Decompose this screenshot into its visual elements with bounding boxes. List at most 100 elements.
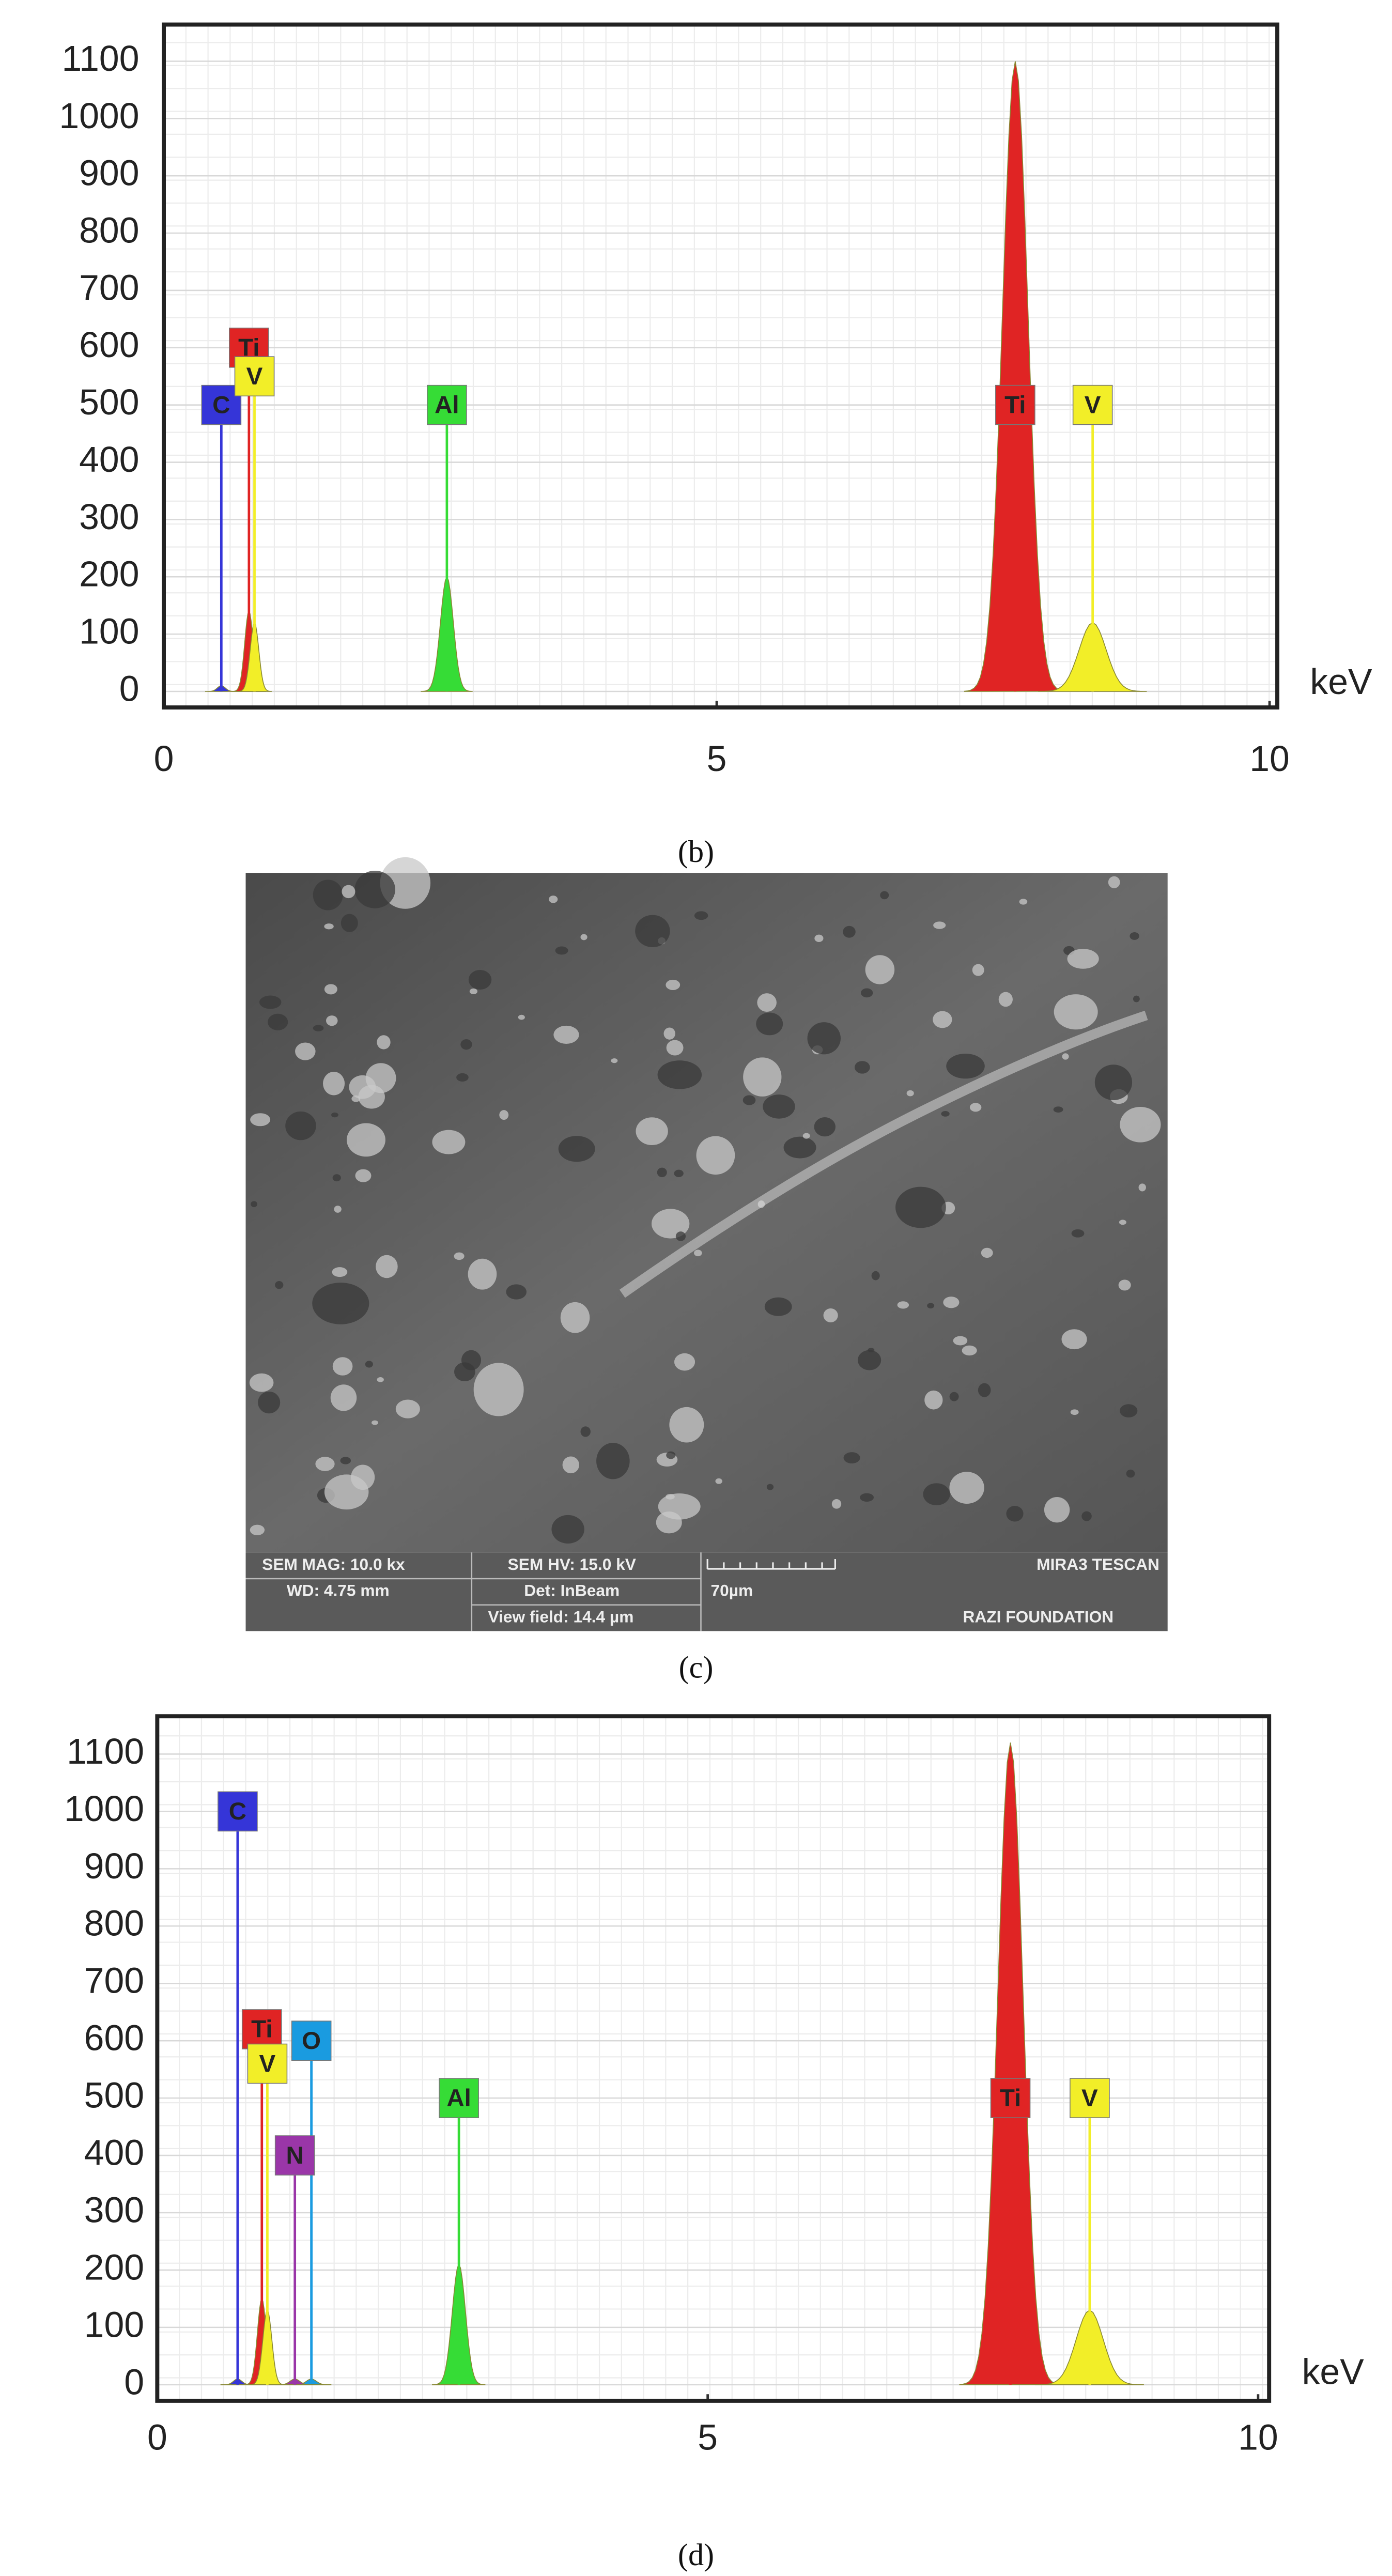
particle [259, 995, 282, 1009]
particle [1138, 1183, 1146, 1192]
particle [275, 1281, 284, 1289]
x-tick-label: 0 [147, 2417, 167, 2457]
label-box [1072, 384, 1113, 425]
particle [933, 1011, 952, 1028]
spectrum-chart: 0 100 200 300 400 500 600 700 800 900 1000 1100 0 5 10… [59, 22, 1372, 779]
particle [757, 993, 777, 1012]
particle [365, 1361, 373, 1368]
particle [460, 1039, 472, 1050]
particle [674, 1169, 684, 1177]
peak-label: Ti [1000, 2085, 1021, 2112]
label-box [427, 384, 467, 425]
particle [858, 1350, 881, 1370]
particle [651, 1209, 690, 1239]
particle [764, 1297, 792, 1316]
y-tick-label: 600 [79, 325, 139, 365]
particle [694, 911, 708, 920]
particle [468, 969, 492, 990]
peak-label: Al [435, 391, 459, 419]
label-box [1070, 2078, 1110, 2118]
particle [549, 896, 558, 903]
particle [342, 885, 355, 899]
label-box [247, 2043, 288, 2084]
particle [469, 988, 478, 995]
particle [456, 1073, 469, 1082]
peak-label: C [229, 1798, 246, 1825]
particle [831, 1499, 842, 1509]
y-tick-label: 400 [84, 2132, 144, 2172]
particle [315, 1457, 335, 1471]
y-tick-label: 500 [79, 382, 139, 422]
particle [555, 946, 568, 955]
particle [461, 1350, 482, 1370]
particle [332, 1267, 348, 1277]
particle [715, 1478, 722, 1484]
sem-hv: SEM HV: 15.0 kV [508, 1555, 636, 1574]
particle [1061, 1329, 1087, 1350]
x-tick-label: 0 [154, 738, 174, 779]
scale-bar [706, 1559, 836, 1570]
y-tick-label: 900 [84, 1846, 144, 1886]
particle [332, 1174, 341, 1182]
y-tick-label: 900 [79, 153, 139, 193]
particle [1070, 1409, 1079, 1415]
particle [674, 1353, 695, 1371]
particle [895, 1186, 946, 1228]
particle [635, 915, 670, 948]
particle [814, 1117, 836, 1137]
particle [860, 988, 873, 998]
particle [249, 1373, 274, 1392]
y-tick-label: 800 [84, 1903, 144, 1943]
particle [1053, 1106, 1063, 1113]
y-tick-label: 0 [124, 2362, 144, 2402]
particle [802, 1133, 810, 1139]
particle [611, 1058, 618, 1063]
particle [258, 1391, 281, 1414]
peak-label: V [1085, 391, 1101, 419]
particle [666, 1451, 676, 1459]
particle [927, 1303, 935, 1309]
particle [1044, 1497, 1070, 1523]
particle [268, 1013, 288, 1030]
y-tick-label: 1000 [59, 96, 139, 136]
particle [814, 934, 824, 943]
particle [658, 1493, 701, 1520]
particle [763, 1094, 795, 1119]
sem-mag: SEM MAG: 10.0 kx [262, 1555, 405, 1574]
particle [313, 880, 343, 911]
particle [518, 1014, 525, 1020]
y-tick-label: 800 [79, 210, 139, 251]
particle [580, 1426, 591, 1437]
particle [666, 1040, 684, 1056]
y-tick-label: 400 [79, 439, 139, 480]
particle [972, 964, 984, 976]
ridge [619, 1010, 1148, 1298]
particle [933, 921, 946, 929]
particle [1071, 1229, 1085, 1238]
particle [377, 1377, 384, 1382]
particle [1120, 1106, 1161, 1143]
y-tick-label: 100 [79, 611, 139, 652]
sem-photo [245, 873, 1168, 1553]
particle [1067, 949, 1099, 969]
particle [558, 1136, 595, 1162]
particle [395, 1399, 420, 1418]
particle [560, 1302, 590, 1333]
particle [766, 1484, 774, 1490]
peak-label: O [302, 2027, 321, 2055]
peak [964, 61, 1066, 692]
y-tick-label: 300 [84, 2189, 144, 2230]
peak-label: Ti [251, 2016, 272, 2043]
sem-image: SEM MAG: 10.0 kx SEM HV: 15.0 kV WD: 4.7… [245, 857, 1168, 1631]
particle [365, 1063, 396, 1093]
particle [663, 1027, 675, 1040]
particle [949, 1392, 959, 1401]
x-tick-label: 10 [1249, 738, 1290, 779]
particle [250, 1524, 265, 1535]
label-box [995, 384, 1035, 425]
y-tick-label: 300 [79, 497, 139, 537]
sem-view: View field: 14.4 µm [488, 1607, 634, 1626]
plot-frame [155, 1714, 1272, 2403]
particle [553, 1025, 579, 1044]
particle [962, 1345, 977, 1356]
